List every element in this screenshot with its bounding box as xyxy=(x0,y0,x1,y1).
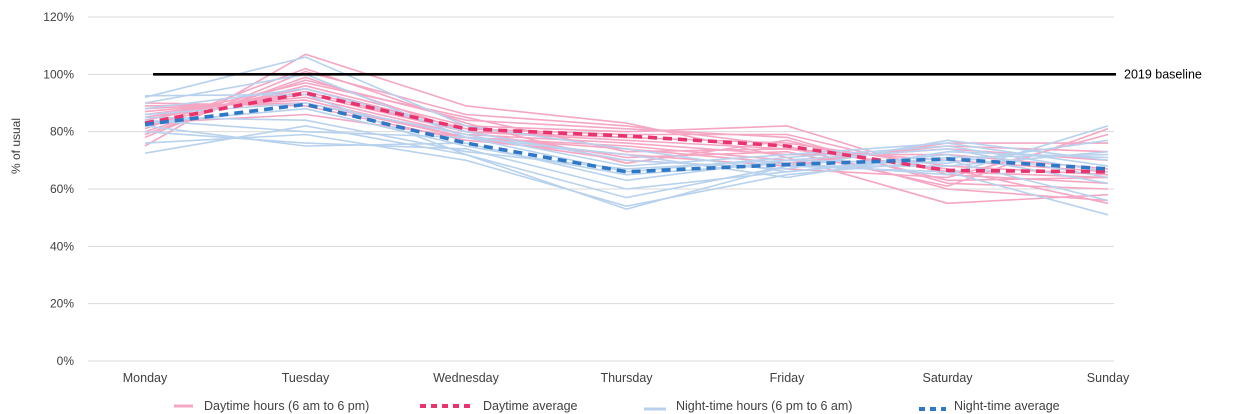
legend-label-daytime-hours: Daytime hours (6 am to 6 pm) xyxy=(204,399,369,413)
x-tick-label: Sunday xyxy=(1087,371,1130,385)
x-tick-label: Wednesday xyxy=(433,371,500,385)
x-tick-label: Saturday xyxy=(922,371,973,385)
y-tick-label: 40% xyxy=(50,239,74,253)
night-time-hours-line xyxy=(144,93,1109,199)
daytime-hours-line xyxy=(144,70,1109,202)
x-axis-tick-labels: Monday Tuesday Wednesday Thursday Friday Satu… xyxy=(123,371,1130,385)
legend-label-night-average: Night-time average xyxy=(954,399,1060,413)
legend: Daytime hours (6 am to 6 pm) Daytime ave… xyxy=(174,399,1060,413)
daytime-hours-line xyxy=(144,76,1109,187)
daytime-hours-line xyxy=(144,53,1109,205)
night-time-hours-line xyxy=(144,130,1109,190)
y-tick-label: 80% xyxy=(50,125,74,139)
legend-label-daytime-average: Daytime average xyxy=(483,399,578,413)
daytime-hours-line xyxy=(144,79,1109,190)
x-tick-label: Tuesday xyxy=(282,371,330,385)
y-axis-tick-labels: 0% 20% 40% 60% 80% 100% 120% xyxy=(43,10,74,368)
night-time-hours-line xyxy=(144,119,1109,173)
y-tick-label: 100% xyxy=(43,67,74,81)
y-tick-label: 0% xyxy=(57,354,75,368)
night-time-hours-line xyxy=(144,125,1109,182)
daytime-average-line xyxy=(144,91,1109,174)
y-tick-label: 60% xyxy=(50,182,74,196)
x-tick-label: Thursday xyxy=(600,371,653,385)
y-tick-label: 20% xyxy=(50,297,74,311)
night-time-hours-line xyxy=(144,116,1109,170)
night-time-hours-line xyxy=(144,102,1109,167)
gridlines xyxy=(88,16,1114,362)
x-tick-label: Monday xyxy=(123,371,168,385)
night-time-average-line xyxy=(144,102,1109,174)
night-time-hours-line xyxy=(144,107,1109,176)
night-time-hours-line xyxy=(144,87,1109,170)
series-lines xyxy=(144,53,1116,216)
y-tick-label: 120% xyxy=(43,10,74,24)
legend-label-night-hours: Night-time hours (6 pm to 6 am) xyxy=(676,399,852,413)
daytime-hours-line xyxy=(144,67,1109,182)
baseline-label: 2019 baseline xyxy=(1124,67,1202,81)
y-axis-label: % of usual xyxy=(9,118,23,174)
x-tick-label: Friday xyxy=(770,371,805,385)
